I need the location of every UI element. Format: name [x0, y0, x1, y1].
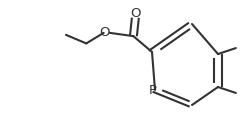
Text: O: O	[130, 7, 141, 20]
Text: P: P	[149, 84, 157, 97]
Text: O: O	[99, 26, 110, 39]
